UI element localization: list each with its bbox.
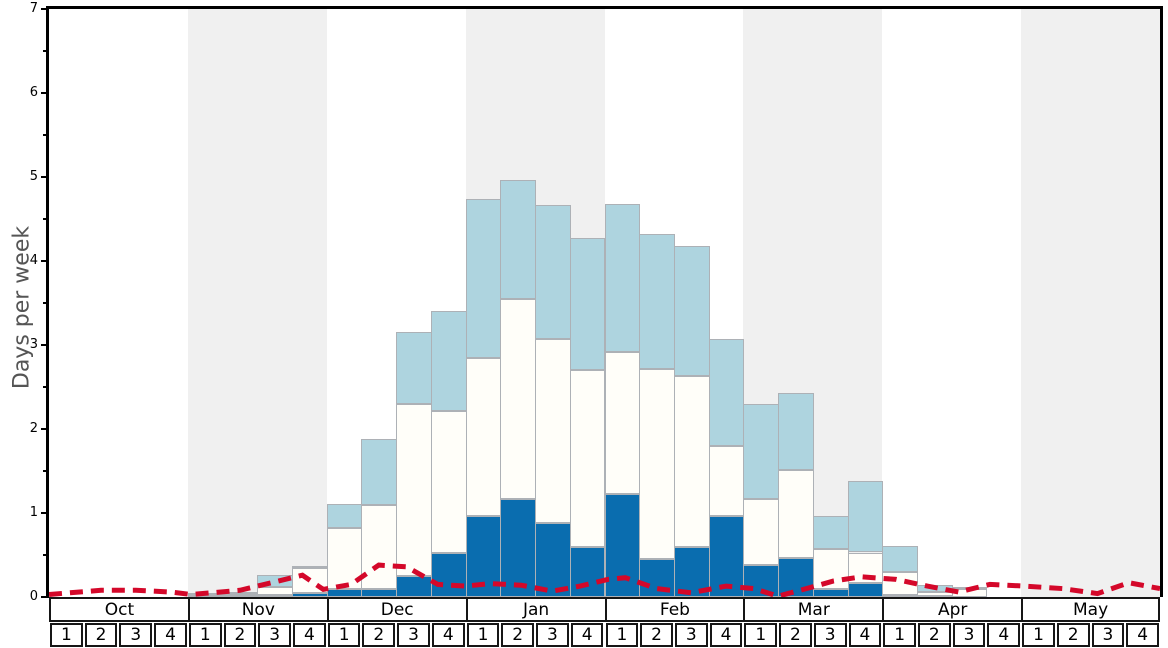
y-tick-label-0: 0 [29, 589, 38, 604]
plot-frame [46, 6, 1163, 597]
plot-area [49, 9, 1160, 597]
y-major-tick [41, 176, 49, 178]
bar-segment-light-blue-segment [708, 339, 745, 446]
y-major-tick [41, 92, 49, 94]
week-label-box: 1 [466, 623, 500, 647]
bar-segment-dark-blue-segment [569, 546, 606, 597]
y-tick-label-6: 6 [29, 85, 38, 100]
y-major-tick [41, 596, 49, 598]
week-label-box: 3 [952, 623, 986, 647]
week-label-box: 3 [397, 623, 430, 647]
week-label-box: 4 [709, 623, 743, 647]
y-tick-label-2: 2 [29, 421, 38, 436]
bar-segment-light-blue-segment [500, 180, 537, 299]
week-label-box: 2 [84, 623, 118, 647]
month-label-row: Oct Nov Dec Jan Feb Mar Apr May [49, 597, 1160, 622]
month-label-nov: Nov [187, 597, 329, 622]
bar-segment-white-segment [465, 357, 502, 517]
bar-segment-light-blue-segment [569, 238, 606, 371]
week-label-box: 4 [848, 623, 882, 647]
bar-segment-light-blue-segment [847, 481, 884, 553]
week-label-box: 2 [501, 623, 535, 647]
week-label-box: 4 [987, 623, 1021, 647]
week-label-box: 1 [1022, 623, 1055, 647]
week-label-box: 4 [431, 623, 465, 647]
week-label-box: 1 [327, 623, 361, 647]
week-label-box: 4 [1126, 623, 1159, 647]
week-label-box: 1 [605, 623, 639, 647]
red-dashed-line [49, 562, 1160, 597]
week-label-box: 2 [640, 623, 673, 647]
month-label-feb: Feb [604, 597, 746, 622]
month-label-apr: Apr [882, 597, 1024, 622]
week-label-box: 4 [293, 623, 326, 647]
week-label-box: 1 [744, 623, 778, 647]
week-label-box: 2 [223, 623, 257, 647]
week-label-box: 2 [1056, 623, 1090, 647]
week-label-box: 2 [917, 623, 951, 647]
bar-segment-dark-blue-segment [708, 516, 745, 597]
bar-segment-light-blue-segment [778, 392, 814, 471]
bar-segment-white-segment [673, 376, 710, 547]
month-band-nov [187, 9, 327, 597]
bar-segment-light-blue-segment [673, 245, 710, 377]
bar-segment-light-blue-segment [396, 332, 432, 404]
week-label-box: 1 [883, 623, 916, 647]
y-major-tick [41, 428, 49, 430]
bar-segment-white-segment [430, 411, 467, 554]
bar-segment-light-blue-segment [465, 198, 502, 358]
week-label-box: 3 [813, 623, 847, 647]
y-tick-label-7: 7 [29, 1, 38, 16]
bar-segment-light-blue-segment [361, 439, 398, 505]
bar-segment-dark-blue-segment [500, 498, 537, 597]
month-band-oct [49, 9, 188, 597]
week-label-box: 2 [362, 623, 396, 647]
bar-segment-dark-blue-segment [430, 553, 467, 597]
y-tick-label-1: 1 [29, 505, 38, 520]
bar-segment-white-segment [604, 351, 641, 494]
bar-segment-white-segment [708, 445, 745, 517]
y-tick-label-5: 5 [29, 169, 38, 184]
bar-segment-white-segment [500, 298, 537, 499]
week-label-box: 3 [1091, 623, 1125, 647]
week-label-box: 3 [258, 623, 292, 647]
week-label-box: 2 [779, 623, 812, 647]
y-major-tick [41, 260, 49, 262]
week-label-box: 1 [188, 623, 222, 647]
month-band-may [1021, 9, 1160, 597]
y-axis-title: Days per week [9, 225, 35, 390]
bar-segment-white-segment [639, 368, 675, 560]
week-label-box: 3 [674, 623, 708, 647]
y-tick-label-4: 4 [29, 253, 38, 268]
month-label-dec: Dec [326, 597, 468, 622]
week-label-box: 4 [570, 623, 604, 647]
month-band-apr [882, 9, 1022, 597]
bar-segment-light-blue-segment [882, 545, 918, 572]
week-label-box: 4 [154, 623, 187, 647]
month-label-mar: Mar [743, 597, 885, 622]
week-label-box: 3 [119, 623, 153, 647]
y-major-tick [41, 8, 49, 10]
bar-segment-white-segment [778, 470, 814, 559]
month-label-oct: Oct [49, 597, 190, 622]
bar-segment-white-segment [396, 403, 432, 576]
y-major-tick [41, 344, 49, 346]
month-label-may: May [1021, 597, 1160, 622]
bar-segment-white-segment [743, 498, 780, 566]
week-label-box: 1 [50, 623, 83, 647]
y-major-tick [41, 512, 49, 514]
bar-segment-light-blue-segment [812, 516, 849, 550]
y-tick-label-3: 3 [29, 337, 38, 352]
month-label-jan: Jan [465, 597, 607, 622]
week-label-box: 3 [536, 623, 569, 647]
